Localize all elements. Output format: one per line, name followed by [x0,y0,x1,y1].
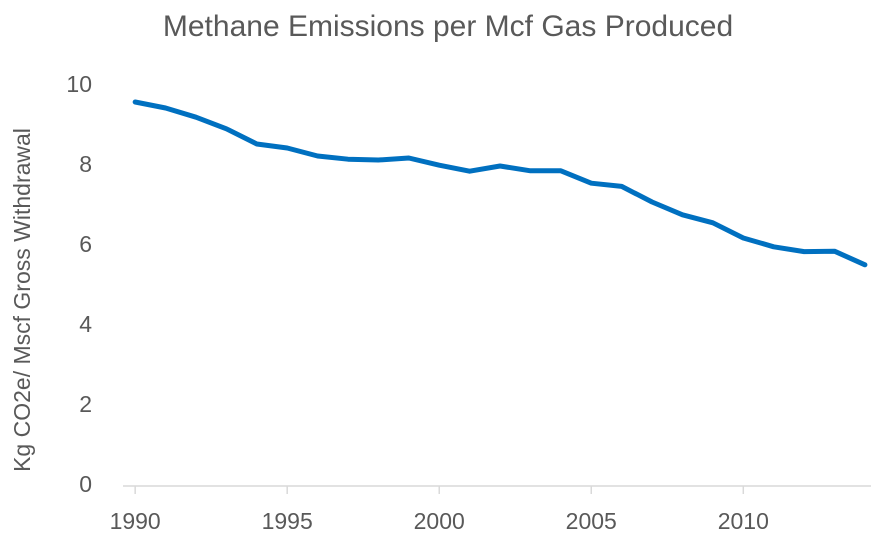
x-tick-label: 1995 [262,508,313,534]
y-tick-label: 4 [79,311,92,337]
x-tick-label: 1990 [110,508,161,534]
y-tick-label: 2 [79,391,92,417]
chart-title: Methane Emissions per Mcf Gas Produced [163,10,733,43]
y-tick-label: 6 [79,231,92,257]
x-tick-label: 2005 [566,508,617,534]
y-tick-label: 8 [79,151,92,177]
y-tick-label: 0 [79,471,92,497]
x-tick-label: 2010 [718,508,769,534]
y-tick-label: 10 [66,71,92,97]
x-tick-label: 2000 [414,508,465,534]
data-line [132,99,868,268]
y-axis-label: Kg CO2e/ Mscf Gross Withdrawal [9,128,35,472]
